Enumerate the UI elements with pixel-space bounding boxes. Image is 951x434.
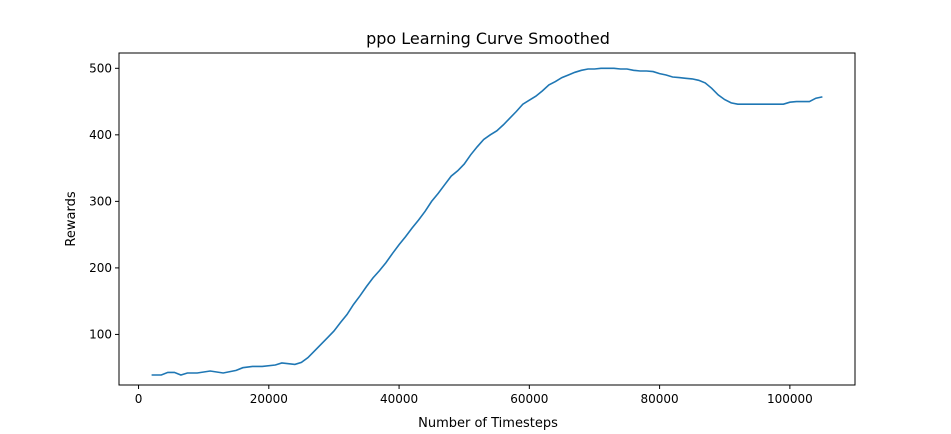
y-tick-label: 200 bbox=[89, 261, 112, 275]
y-tick-label: 300 bbox=[89, 194, 112, 208]
y-tick-label: 400 bbox=[89, 128, 112, 142]
x-tick-label: 100000 bbox=[767, 392, 813, 406]
y-axis: 100 200 300 400 500 bbox=[89, 61, 119, 341]
x-tick-label: 0 bbox=[135, 392, 143, 406]
x-tick-label: 20000 bbox=[250, 392, 288, 406]
x-axis: 0 20000 40000 60000 80000 100000 bbox=[135, 385, 813, 406]
chart-title: ppo Learning Curve Smoothed bbox=[366, 29, 610, 48]
x-axis-label: Number of Timesteps bbox=[418, 416, 558, 431]
x-tick-label: 80000 bbox=[641, 392, 679, 406]
y-axis-label: Rewards bbox=[64, 191, 79, 246]
y-tick-label: 500 bbox=[89, 61, 112, 75]
x-tick-label: 60000 bbox=[510, 392, 548, 406]
plot-area bbox=[118, 52, 856, 386]
y-tick-label: 100 bbox=[89, 327, 112, 341]
series-line bbox=[151, 67, 823, 376]
x-tick-label: 40000 bbox=[380, 392, 418, 406]
